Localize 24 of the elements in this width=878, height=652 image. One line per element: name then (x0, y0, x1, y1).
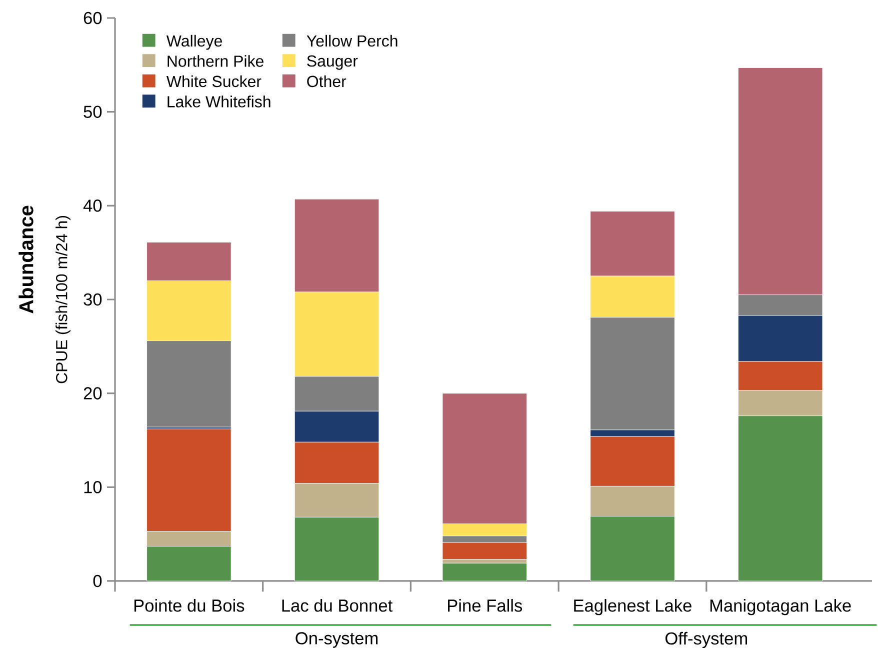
y-tick-label: 10 (84, 481, 102, 494)
bar (442, 562, 527, 582)
y-tick-label: 0 (93, 574, 102, 588)
legend-label: Walleye (166, 34, 222, 50)
text: CPUE (fish/100 m/24 h) (56, 216, 70, 384)
y-tick-label: 30 (84, 293, 102, 306)
legend-label: White Sucker (166, 75, 262, 88)
x-tick-label: Eaglenest Lake (574, 599, 692, 616)
x-tick-label: Manigotagan Lake (710, 599, 851, 616)
legend-label: Other (307, 75, 346, 88)
y-axis-title: Abundance (18, 206, 34, 314)
x-tick-label: Pointe du Bois (134, 599, 244, 612)
text: Off-system (665, 632, 748, 648)
x-tick-label: Pine Falls (448, 599, 522, 612)
y-tick-label: 60 (84, 12, 102, 24)
y-tick-label: 40 (83, 200, 102, 212)
legend-label: Northern Pike (168, 55, 264, 67)
y-tick-label: 20 (84, 387, 102, 400)
legend-label: Yellow Perch (306, 34, 398, 47)
x-tick-label: Lac du Bonnet (282, 599, 393, 612)
legend-label: Lake Whitefish (168, 96, 270, 108)
text: On-system (296, 632, 378, 648)
legend-label: Sauger (307, 55, 358, 70)
y-tick-label: 50 (84, 106, 102, 118)
